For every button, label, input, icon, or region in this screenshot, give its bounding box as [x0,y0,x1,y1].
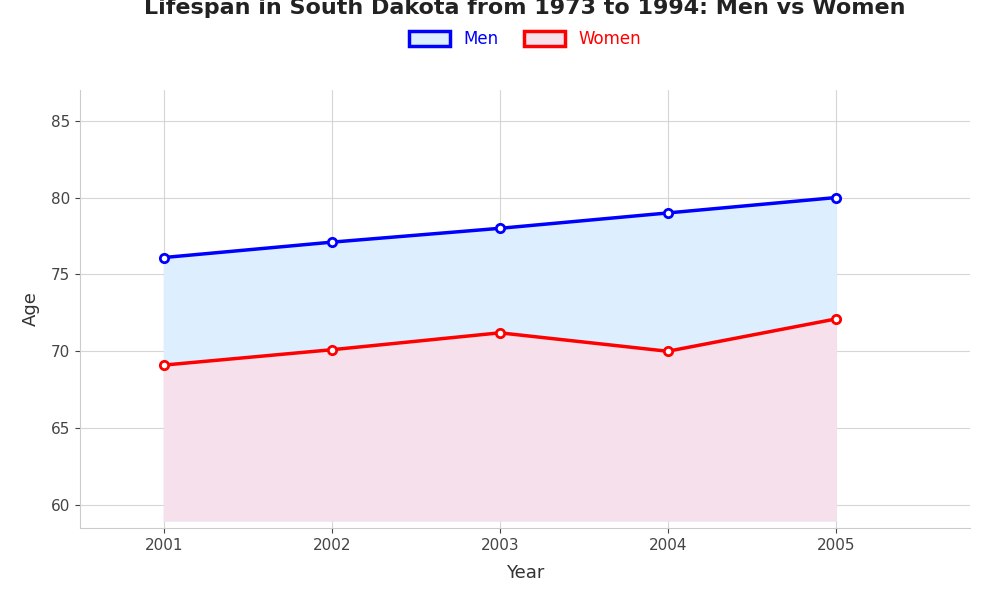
X-axis label: Year: Year [506,564,544,582]
Title: Lifespan in South Dakota from 1973 to 1994: Men vs Women: Lifespan in South Dakota from 1973 to 19… [144,0,906,17]
Legend: Men, Women: Men, Women [400,22,650,56]
Y-axis label: Age: Age [22,292,40,326]
